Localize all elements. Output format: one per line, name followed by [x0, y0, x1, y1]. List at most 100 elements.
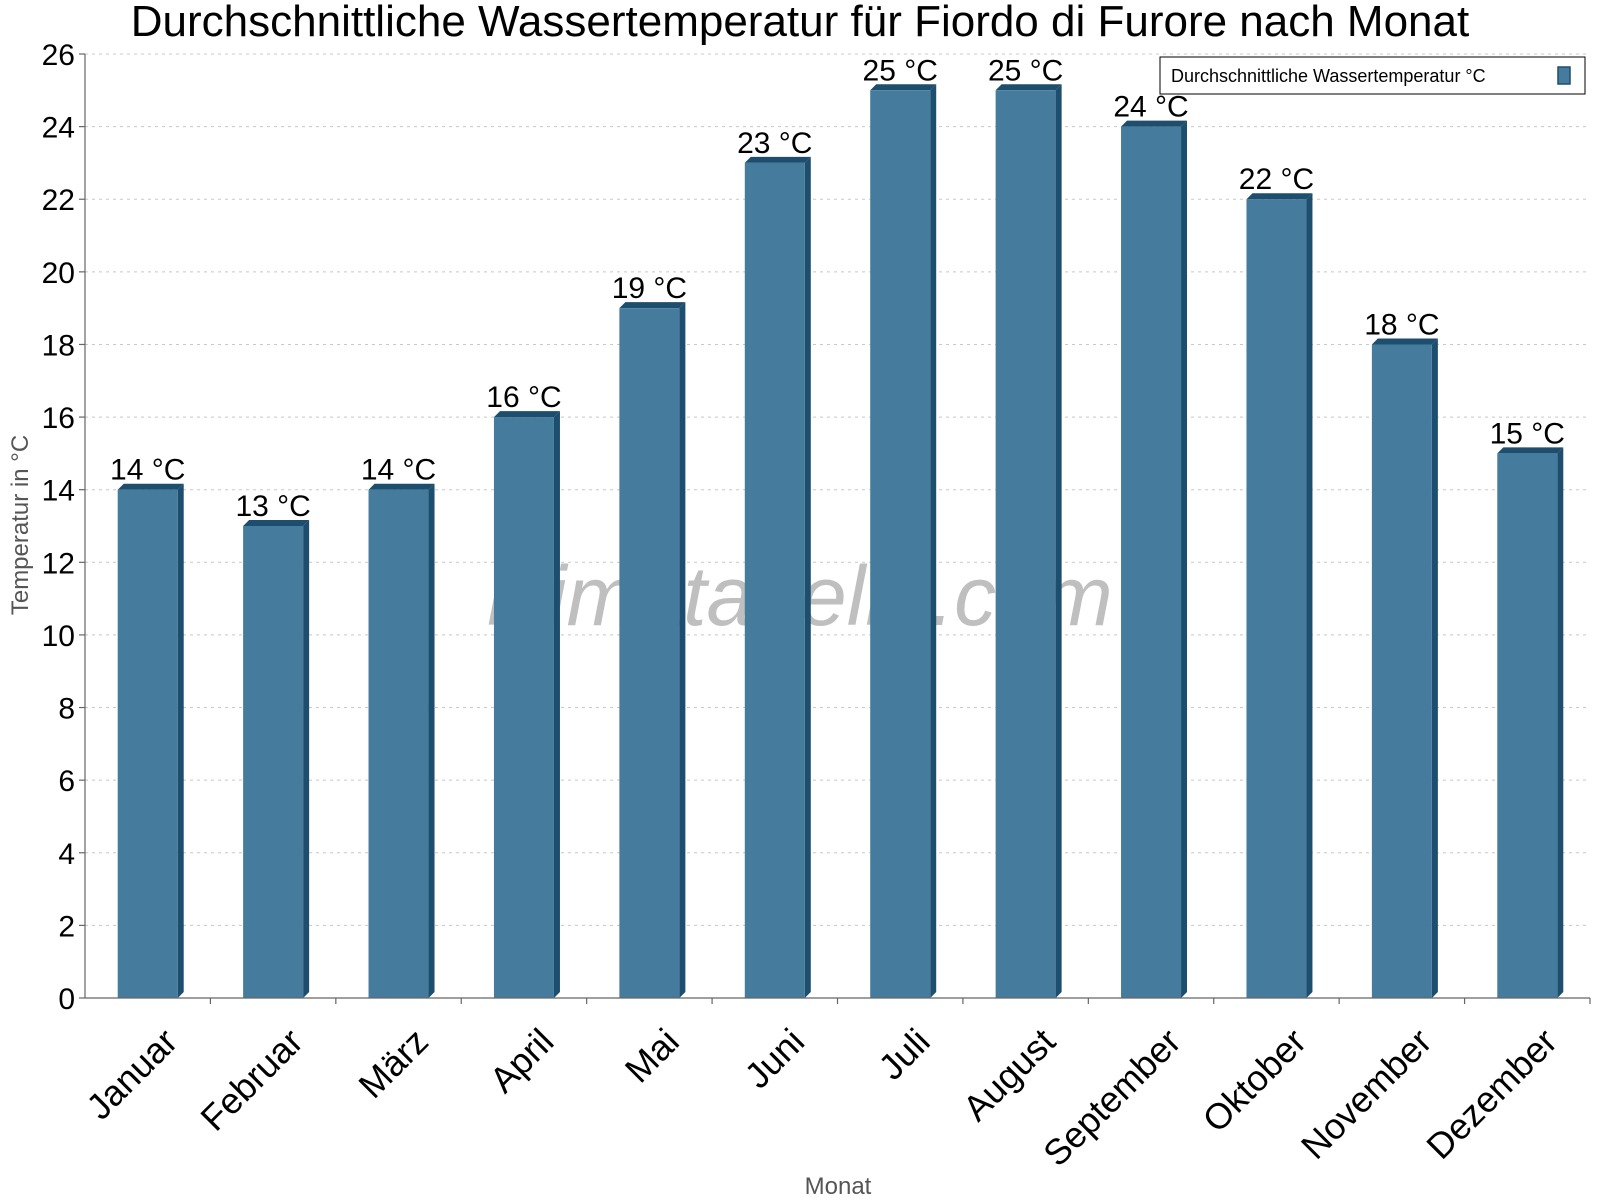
- x-tick-label: März: [350, 1020, 436, 1106]
- bar-top: [368, 483, 435, 490]
- bar-side: [930, 84, 937, 999]
- bar-side: [428, 483, 435, 998]
- y-tick-label: 16: [42, 402, 75, 435]
- legend-label: Durchschnittliche Wassertemperatur °C: [1171, 66, 1486, 86]
- bar: [1121, 126, 1182, 999]
- y-tick-label: 22: [42, 184, 75, 217]
- bars: 14 °C 13 °C 14 °C 16 °C 19 °C 23 °C 25 °C 25 °C…: [110, 54, 1565, 999]
- bar-6: [744, 156, 811, 998]
- x-axis-title: Monat: [805, 1173, 872, 1200]
- bar-side: [1431, 338, 1438, 998]
- bar-top: [243, 520, 310, 526]
- x-tick-label: August: [955, 1020, 1063, 1128]
- bar-9: [1121, 120, 1188, 999]
- bar-value-label: 15 °C: [1490, 417, 1565, 450]
- bar-value-label: 19 °C: [612, 272, 687, 305]
- bar-side: [553, 411, 560, 999]
- bar: [1371, 344, 1432, 998]
- y-tick-label: 14: [42, 475, 75, 508]
- bar-side: [804, 156, 811, 998]
- gridlines: [85, 53, 1590, 926]
- axes: [79, 53, 1591, 1004]
- x-tick-label: November: [1293, 1020, 1439, 1166]
- bar: [117, 489, 178, 998]
- x-tick-label: Oktober: [1194, 1020, 1314, 1140]
- bar-4: [493, 411, 560, 999]
- y-tick-label: 4: [58, 838, 75, 871]
- bar-top: [1371, 338, 1438, 345]
- bar-11: [1371, 338, 1438, 998]
- x-tick-label: Mai: [617, 1020, 687, 1090]
- bar-value-label: 13 °C: [235, 490, 310, 523]
- bar: [368, 489, 429, 998]
- bar-12: [1497, 447, 1564, 998]
- legend-box: [1159, 56, 1586, 95]
- bar-top: [493, 411, 560, 418]
- bar-side: [303, 520, 310, 998]
- y-tick-label: 20: [42, 257, 75, 290]
- y-axis-title: Temperatur in °C: [7, 435, 34, 615]
- x-tick-label: Februar: [192, 1020, 310, 1138]
- y-tick-label: 10: [42, 620, 75, 653]
- bar: [744, 162, 805, 998]
- x-tick-label: April: [482, 1020, 562, 1100]
- bar-side: [1557, 447, 1564, 998]
- bar-top: [1121, 120, 1188, 127]
- bar-1: [117, 483, 184, 998]
- bar-top: [870, 84, 937, 91]
- y-tick-label: 18: [42, 329, 75, 362]
- x-tick-label: Juni: [737, 1020, 813, 1096]
- bar-value-label: 25 °C: [988, 54, 1063, 87]
- y-tick-label: 24: [42, 112, 75, 145]
- x-tick-label: Dezember: [1418, 1020, 1564, 1166]
- bar-top: [1497, 447, 1564, 454]
- bar-value-label: 25 °C: [863, 54, 938, 87]
- bar: [493, 417, 554, 999]
- y-tick-label: 26: [42, 39, 75, 72]
- bar-top: [619, 302, 686, 309]
- bar: [1497, 453, 1558, 998]
- bar-value-label: 24 °C: [1113, 91, 1188, 124]
- bar-side: [177, 483, 184, 998]
- bar: [243, 526, 304, 998]
- bar: [870, 90, 931, 999]
- bar-value-label: 23 °C: [737, 127, 812, 160]
- bar-side: [679, 302, 686, 999]
- bar: [1246, 199, 1307, 998]
- y-tick-label: 8: [58, 693, 75, 726]
- bar-value-label: 18 °C: [1364, 308, 1439, 341]
- bar-value-label: 16 °C: [486, 381, 561, 414]
- bar-2: [243, 520, 310, 998]
- bar-7: [870, 84, 937, 999]
- legend: Durchschnittliche Wassertemperatur °C: [1159, 56, 1586, 95]
- legend-swatch: [1557, 66, 1571, 85]
- x-tick-label: Juli: [870, 1020, 937, 1087]
- bar-3: [368, 483, 435, 998]
- bar-side: [1181, 120, 1188, 999]
- bar-side: [1306, 193, 1313, 998]
- y-tick-label: 12: [42, 547, 75, 580]
- x-tick-labels: Januar Februar März April Mai Juni Juli AugustS…: [78, 1020, 1564, 1174]
- y-tick-label: 2: [58, 910, 75, 943]
- bar-top: [117, 483, 184, 490]
- bar-8: [995, 84, 1062, 999]
- bar-top: [995, 84, 1062, 91]
- bar-value-label: 22 °C: [1239, 163, 1314, 196]
- bar-value-label: 14 °C: [110, 454, 185, 487]
- bar-5: [619, 302, 686, 999]
- bar-top: [1246, 193, 1313, 200]
- bar-top: [744, 156, 811, 163]
- bar: [619, 308, 680, 999]
- x-tick-label: Januar: [78, 1020, 185, 1127]
- x-tick-label: September: [1035, 1020, 1189, 1174]
- bar: [995, 90, 1056, 999]
- bar-side: [1055, 84, 1062, 999]
- bar-10: [1246, 193, 1313, 998]
- y-tick-label: 0: [58, 983, 75, 1016]
- chart-title: Durchschnittliche Wassertemperatur für F…: [131, 0, 1469, 46]
- bar-value-label: 14 °C: [361, 454, 436, 487]
- y-tick-label: 6: [58, 765, 75, 798]
